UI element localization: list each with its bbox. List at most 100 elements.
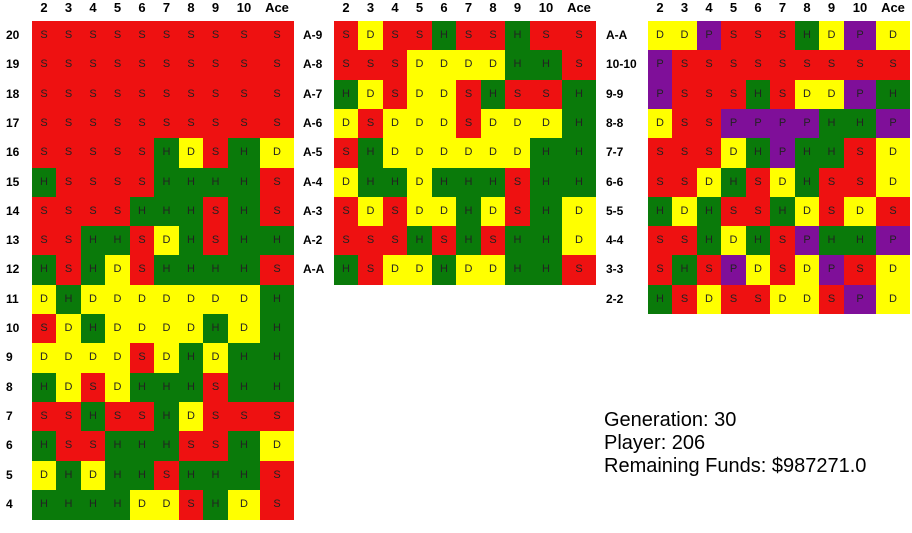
- strategy-cell: H: [876, 79, 910, 110]
- strategy-cell: S: [228, 108, 260, 139]
- strategy-cell: S: [56, 21, 81, 51]
- strategy-cell: H: [203, 255, 228, 286]
- row-label: 17: [6, 115, 20, 130]
- strategy-cell: S: [81, 108, 105, 139]
- strategy-cell: H: [81, 226, 105, 256]
- strategy-cell: S: [105, 50, 130, 81]
- strategy-cell: H: [228, 196, 260, 227]
- strategy-cell: H: [358, 167, 383, 198]
- strategy-cell: S: [130, 255, 154, 286]
- strategy-cell: S: [505, 79, 530, 110]
- row-label: A-7: [303, 86, 323, 101]
- column-header: Ace: [265, 0, 289, 15]
- strategy-cell: S: [32, 226, 56, 256]
- strategy-cell: D: [56, 372, 81, 403]
- strategy-cell: P: [648, 50, 672, 81]
- strategy-cell: H: [56, 460, 81, 491]
- strategy-cell: S: [770, 226, 795, 256]
- row-label: 6-6: [606, 174, 624, 189]
- row-label: 9: [6, 350, 13, 365]
- strategy-cell: S: [81, 79, 105, 110]
- strategy-cell: H: [130, 431, 154, 461]
- strategy-cell: H: [672, 255, 697, 286]
- strategy-cell: S: [203, 108, 228, 139]
- strategy-cell: S: [721, 79, 746, 110]
- strategy-cell: S: [56, 226, 81, 256]
- strategy-cell: S: [746, 21, 770, 51]
- strategy-cell: H: [81, 314, 105, 344]
- strategy-cell: S: [203, 50, 228, 81]
- strategy-cell: P: [795, 226, 819, 256]
- strategy-cell: D: [456, 255, 481, 286]
- strategy-cell: S: [105, 401, 130, 432]
- strategy-cell: S: [358, 255, 383, 286]
- strategy-cell: S: [56, 401, 81, 432]
- strategy-cell: S: [383, 21, 407, 51]
- strategy-cell: S: [505, 167, 530, 198]
- strategy-cell: D: [56, 343, 81, 374]
- strategy-cell: H: [105, 460, 130, 491]
- strategy-cell: H: [228, 167, 260, 198]
- strategy-cell: D: [562, 196, 596, 227]
- strategy-cell: S: [56, 255, 81, 286]
- strategy-cell: D: [672, 21, 697, 51]
- strategy-cell: H: [530, 196, 562, 227]
- strategy-cell: S: [383, 226, 407, 256]
- strategy-cell: D: [154, 314, 179, 344]
- strategy-cell: H: [407, 226, 432, 256]
- strategy-cell: D: [334, 167, 358, 198]
- strategy-cell: S: [130, 50, 154, 81]
- strategy-cell: H: [81, 255, 105, 286]
- strategy-cell: D: [721, 138, 746, 168]
- strategy-cell: S: [81, 196, 105, 227]
- column-header: 4: [89, 0, 97, 15]
- strategy-cell: S: [203, 372, 228, 403]
- row-label: 4: [6, 496, 13, 511]
- column-header: 8: [803, 0, 811, 15]
- row-label: 3-3: [606, 262, 624, 277]
- strategy-cell: D: [130, 314, 154, 344]
- strategy-cell: S: [154, 460, 179, 491]
- strategy-cell: D: [697, 284, 721, 315]
- strategy-cell: D: [456, 138, 481, 168]
- strategy-cell: D: [844, 196, 876, 227]
- strategy-cell: D: [876, 284, 910, 315]
- strategy-cell: S: [746, 284, 770, 315]
- strategy-cell: S: [32, 21, 56, 51]
- strategy-cell: S: [105, 167, 130, 198]
- strategy-cell: S: [358, 50, 383, 81]
- strategy-cell: H: [721, 167, 746, 198]
- strategy-cell: S: [770, 21, 795, 51]
- strategy-cell: P: [721, 108, 746, 139]
- strategy-cell: H: [562, 108, 596, 139]
- strategy-cell: D: [530, 108, 562, 139]
- strategy-cell: D: [179, 314, 203, 344]
- strategy-cell: D: [672, 196, 697, 227]
- strategy-cell: H: [481, 79, 505, 110]
- strategy-cell: D: [407, 50, 432, 81]
- strategy-cell: P: [876, 226, 910, 256]
- generation-text: Generation: 30: [604, 409, 737, 431]
- row-label: 8-8: [606, 115, 624, 130]
- strategy-cell: D: [358, 196, 383, 227]
- strategy-cell: H: [260, 226, 294, 256]
- strategy-cell: H: [562, 138, 596, 168]
- strategy-cell: D: [154, 489, 179, 520]
- column-header: Ace: [881, 0, 905, 15]
- strategy-cell: D: [179, 138, 203, 168]
- strategy-cell: H: [203, 167, 228, 198]
- strategy-cell: D: [795, 284, 819, 315]
- strategy-cell: S: [383, 79, 407, 110]
- strategy-cell: S: [105, 196, 130, 227]
- strategy-cell: S: [179, 108, 203, 139]
- strategy-cell: D: [432, 138, 456, 168]
- strategy-cell: S: [260, 108, 294, 139]
- strategy-cell: P: [746, 108, 770, 139]
- strategy-cell: S: [260, 196, 294, 227]
- row-label: 4-4: [606, 233, 624, 248]
- strategy-cell: S: [770, 50, 795, 81]
- strategy-cell: S: [32, 314, 56, 344]
- strategy-cell: S: [260, 79, 294, 110]
- strategy-cell: S: [203, 79, 228, 110]
- strategy-cell: H: [154, 138, 179, 168]
